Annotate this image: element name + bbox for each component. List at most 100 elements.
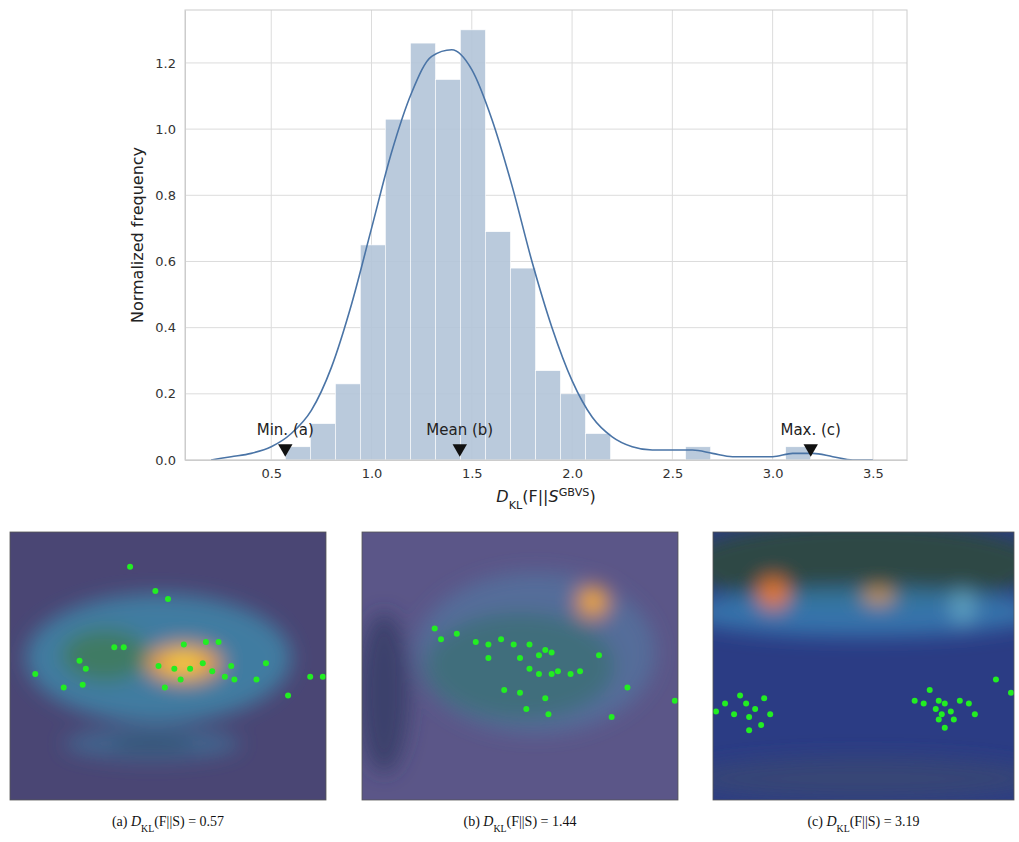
saliency-blob bbox=[713, 757, 1014, 800]
fixation-point bbox=[936, 717, 942, 723]
histogram-bar bbox=[310, 424, 335, 460]
y-tick: 1.0 bbox=[155, 122, 185, 137]
y-grid-line bbox=[185, 261, 907, 262]
annotation-label: Mean (b) bbox=[426, 421, 493, 439]
saliency-blob bbox=[758, 578, 788, 610]
fixation-point bbox=[454, 631, 460, 637]
fixation-point bbox=[713, 709, 719, 715]
fixation-point bbox=[523, 706, 529, 712]
plot-marks bbox=[211, 30, 873, 460]
fixation-point bbox=[156, 663, 162, 669]
y-grid-line bbox=[185, 62, 907, 63]
y-grid-line bbox=[185, 327, 907, 328]
fixation-point bbox=[187, 666, 193, 672]
fixation-point bbox=[121, 644, 127, 650]
fixation-point bbox=[536, 652, 542, 658]
x-axis: 0.51.01.52.02.53.03.5 bbox=[186, 460, 908, 481]
saliency-blob bbox=[416, 572, 656, 733]
image-panel bbox=[10, 532, 326, 800]
fixation-point bbox=[485, 655, 491, 661]
fixation-point bbox=[743, 701, 749, 707]
fixation-point bbox=[165, 596, 171, 602]
fixation-point bbox=[171, 666, 177, 672]
y-tick-label: 0.4 bbox=[155, 320, 176, 335]
fixation-point bbox=[498, 636, 504, 642]
y-grid-line bbox=[185, 129, 907, 130]
plot-background bbox=[185, 10, 907, 460]
histogram-bar bbox=[385, 119, 410, 460]
fixation-point bbox=[966, 701, 972, 707]
fixation-point bbox=[263, 660, 269, 666]
panel-caption: (b) DKL(F||S) = 1.44 bbox=[464, 814, 577, 834]
saliency-blob bbox=[425, 612, 615, 719]
fixation-point bbox=[948, 709, 954, 715]
fixation-point bbox=[83, 666, 89, 672]
fixation-point bbox=[228, 663, 234, 669]
y-tick: 0.6 bbox=[155, 254, 185, 269]
y-axis-title: Normalized frequency bbox=[128, 147, 147, 323]
panel-background bbox=[362, 532, 678, 800]
fixation-point bbox=[152, 588, 158, 594]
fixation-point bbox=[555, 668, 561, 674]
fixation-point bbox=[222, 674, 228, 680]
y-tick-label: 1.0 bbox=[155, 122, 176, 137]
saliency-blob bbox=[362, 612, 409, 773]
x-tick-label: 2.5 bbox=[663, 466, 684, 481]
y-tick-label: 0.2 bbox=[155, 386, 176, 401]
fixation-point bbox=[162, 684, 168, 690]
x-tick-label: 0.5 bbox=[261, 466, 282, 481]
x-tick: 2.0 bbox=[562, 460, 583, 481]
panel-caption: (a) DKL(F||S) = 0.57 bbox=[112, 814, 224, 834]
fixation-point bbox=[758, 722, 764, 728]
annotation-label: Max. (c) bbox=[780, 421, 841, 439]
plot-frame bbox=[185, 10, 907, 460]
panel-frame bbox=[713, 532, 1014, 800]
fixation-point bbox=[624, 684, 630, 690]
fixation-point bbox=[921, 701, 927, 707]
fixation-point bbox=[285, 692, 291, 698]
fixation-point bbox=[542, 695, 548, 701]
figure: 0.51.01.52.02.53.03.50.00.20.40.60.81.01… bbox=[0, 0, 1019, 842]
x-grid-line bbox=[872, 10, 873, 460]
x-grid-line bbox=[672, 10, 673, 460]
grid bbox=[185, 10, 907, 460]
fixation-point bbox=[61, 684, 67, 690]
histogram-bar bbox=[360, 245, 385, 460]
x-axis-title: DKL(F||SGBVS) bbox=[496, 486, 595, 512]
density-curve bbox=[211, 50, 873, 460]
fixation-point bbox=[200, 660, 206, 666]
y-tick: 1.2 bbox=[155, 56, 185, 71]
saliency-blob bbox=[108, 740, 196, 748]
saliency-blob bbox=[146, 645, 222, 683]
fixation-point bbox=[203, 639, 209, 645]
fixation-point bbox=[181, 642, 187, 648]
panel-frame bbox=[362, 532, 678, 800]
x-tick: 1.0 bbox=[362, 460, 383, 481]
fixation-point bbox=[746, 727, 752, 733]
y-grid-line bbox=[185, 195, 907, 196]
fixation-point bbox=[912, 698, 918, 704]
fixation-point bbox=[972, 711, 978, 717]
panel-caption: (c) DKL(F||S) = 3.19 bbox=[807, 814, 919, 834]
fixation-point bbox=[568, 671, 574, 677]
fixation-point bbox=[127, 564, 133, 570]
fixation-point bbox=[216, 639, 222, 645]
y-tick: 0.4 bbox=[155, 320, 185, 335]
x-grid-line bbox=[572, 10, 573, 460]
x-tick-label: 3.0 bbox=[763, 466, 784, 481]
fixation-point bbox=[672, 698, 678, 704]
saliency-blob bbox=[951, 588, 975, 626]
fixation-point bbox=[951, 717, 957, 723]
histogram-bar bbox=[511, 268, 536, 460]
fixation-point bbox=[526, 642, 532, 648]
fixation-point bbox=[231, 676, 237, 682]
y-tick-label: 1.2 bbox=[155, 56, 176, 71]
fixation-point bbox=[722, 701, 728, 707]
annotation-marker bbox=[804, 444, 818, 456]
fixation-point bbox=[549, 650, 555, 656]
saliency-blob bbox=[713, 588, 1014, 636]
image-panel bbox=[713, 532, 1014, 800]
fixation-point bbox=[942, 701, 948, 707]
x-tick-label: 1.0 bbox=[362, 466, 383, 481]
saliency-overlay bbox=[26, 594, 291, 760]
